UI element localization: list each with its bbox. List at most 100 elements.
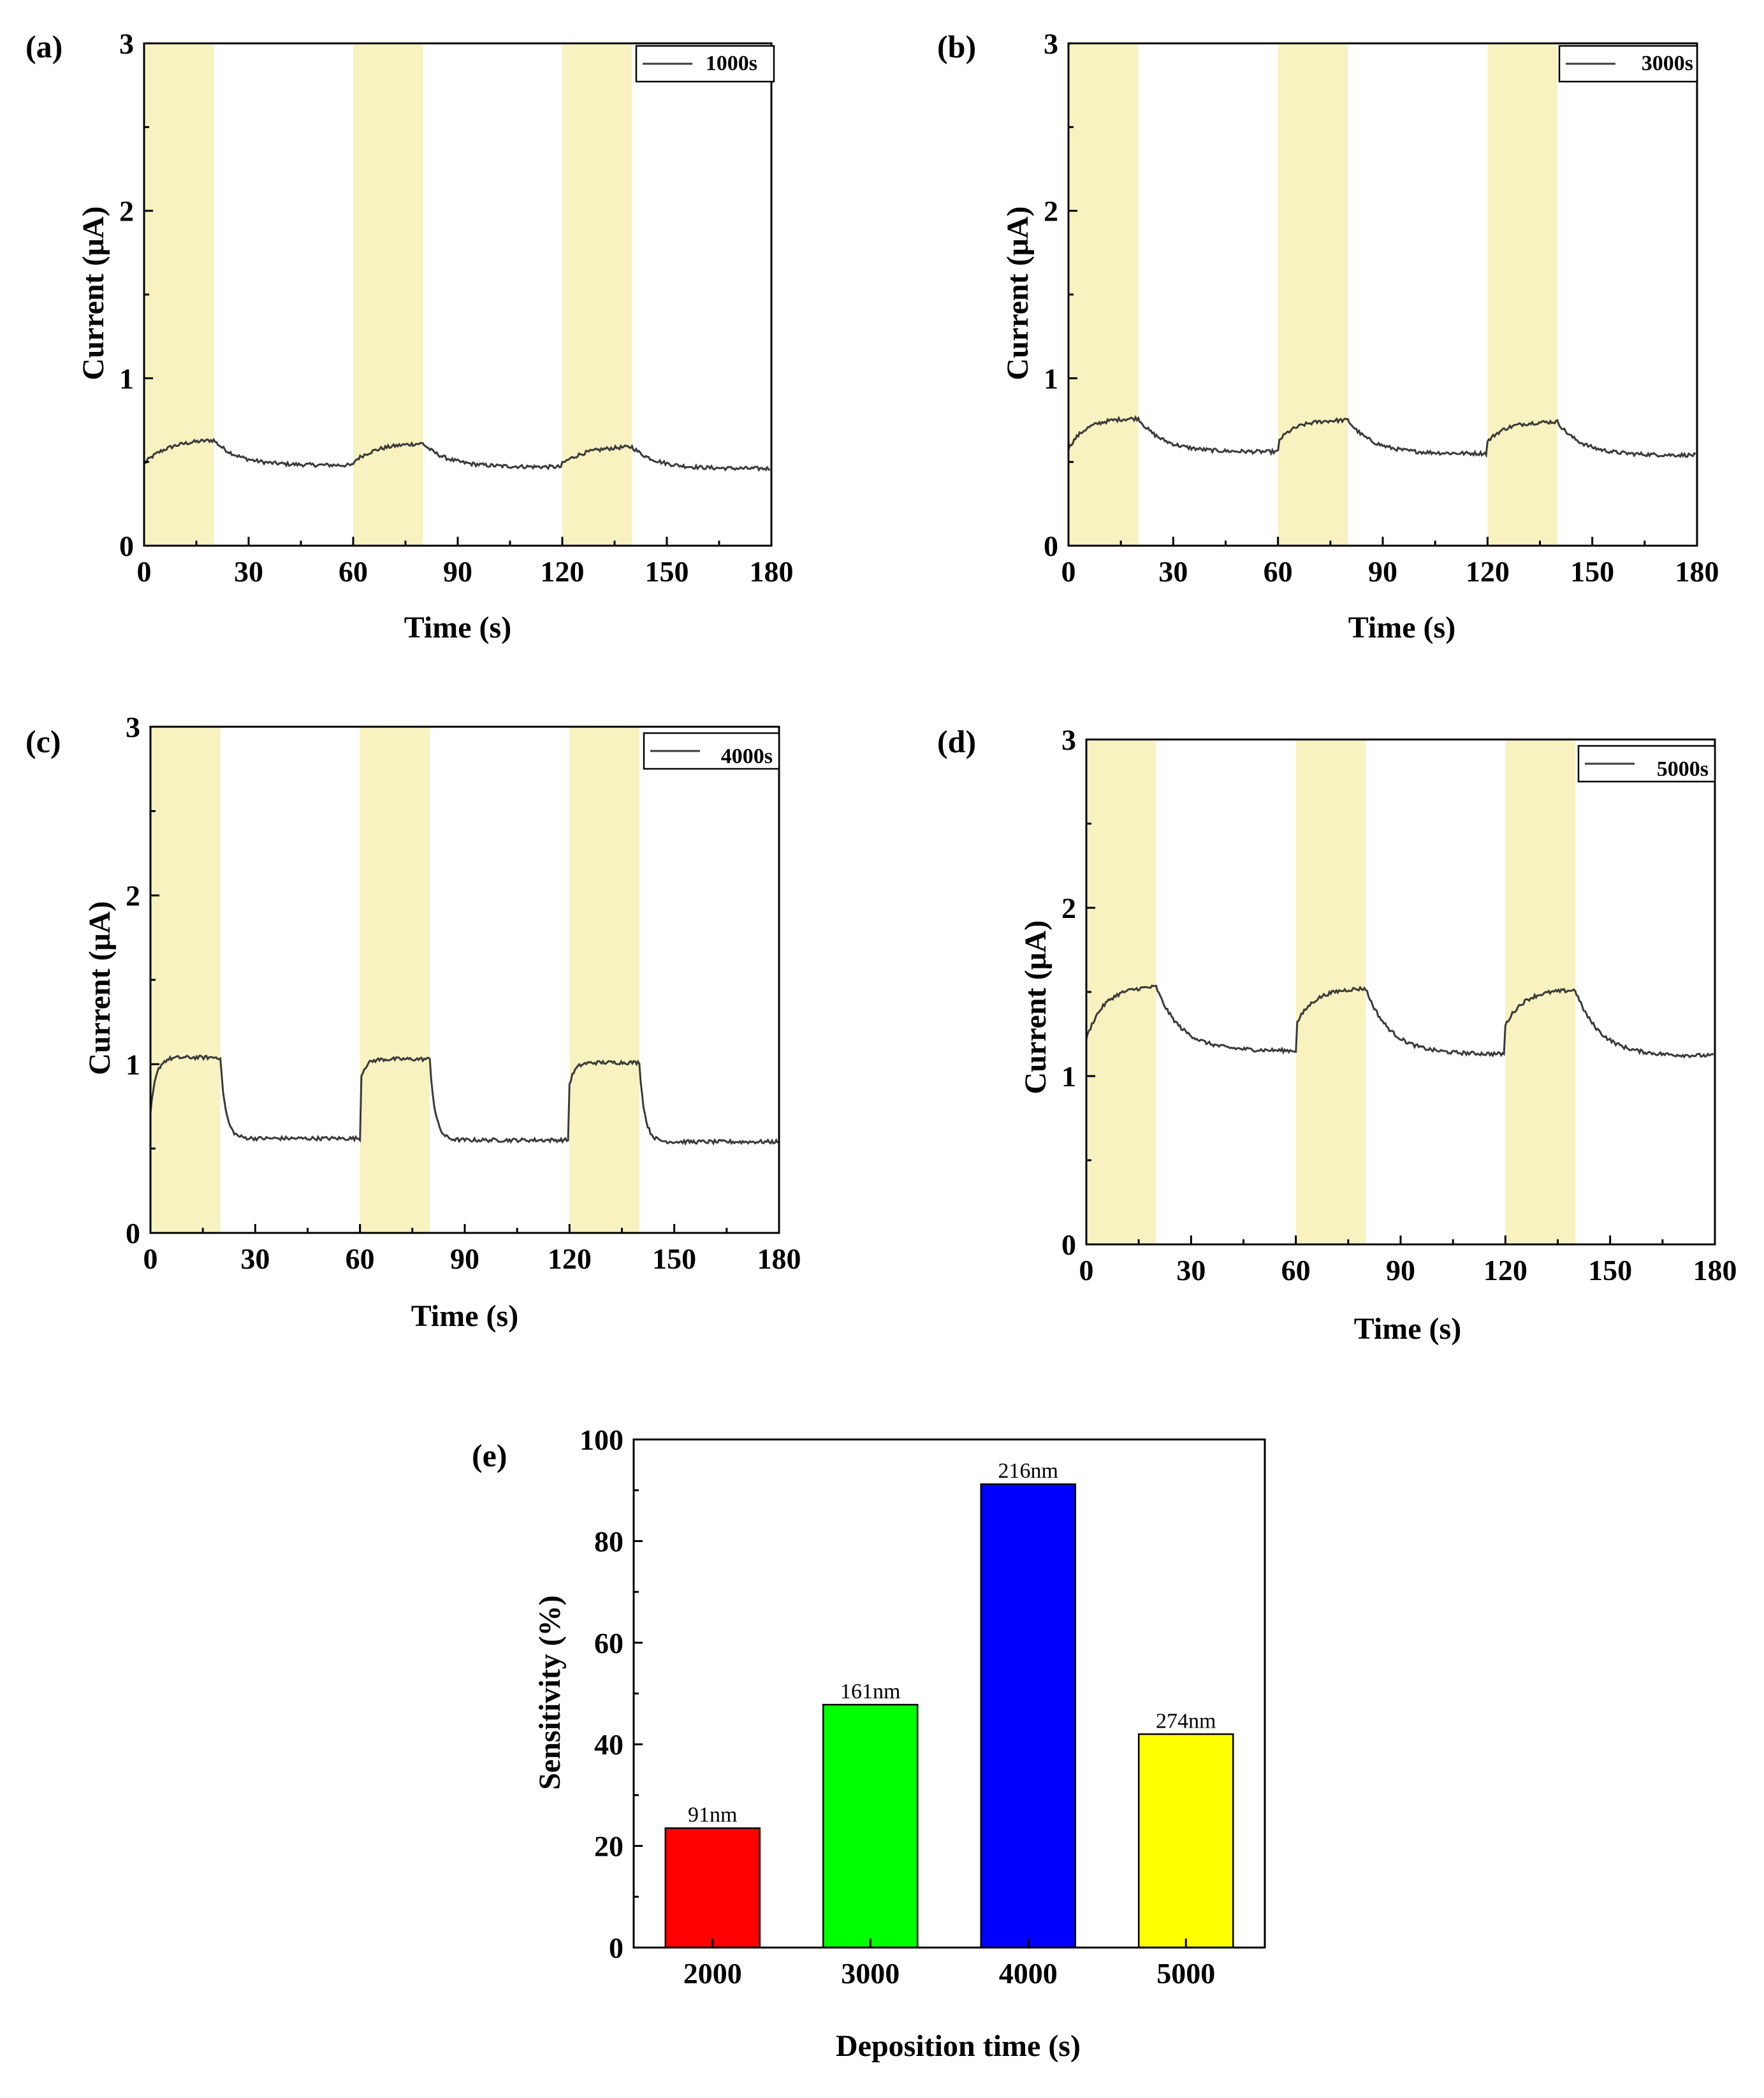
panel-a-light-band-3 bbox=[562, 43, 632, 546]
panel-a-y-axis-title: Current (μA) bbox=[77, 207, 110, 381]
panel-e-bar-label-3000: 161nm bbox=[840, 1680, 900, 1703]
panel-d-x-tick-label-60: 60 bbox=[1281, 1254, 1311, 1286]
panel-c-series-4000s bbox=[149, 1054, 779, 1146]
panel-e-bar-2000 bbox=[664, 1827, 761, 1949]
panel-b-x-tick-label-150: 150 bbox=[1570, 555, 1614, 588]
panel-a-plot: 0 30 60 90 120 150 180 0 1 2 3 bbox=[119, 27, 794, 588]
panel-a-y-tick-label-3: 3 bbox=[119, 27, 134, 60]
panel-c-light-band-2 bbox=[360, 727, 430, 1233]
panel-a-light-band-2 bbox=[353, 43, 423, 546]
panel-e-bar-4000 bbox=[980, 1483, 1076, 1949]
panel-b-label: (b) bbox=[937, 29, 976, 64]
panel-b-x-tick-label-90: 90 bbox=[1368, 555, 1397, 588]
panel-a-x-tick-label-30: 30 bbox=[234, 555, 263, 588]
panel-b-series-3000s bbox=[1067, 415, 1696, 459]
panel-a-x-tick-label-120: 120 bbox=[541, 555, 585, 588]
panel-e-plot: 91nm 2000 161nm 3000 216nm 4000 274nm 5000 0 20 40… bbox=[579, 1424, 1266, 1990]
panel-d-y-tick-label-2: 2 bbox=[1061, 892, 1076, 924]
panel-b-x-tick-label-30: 30 bbox=[1158, 555, 1188, 588]
panel-c-x-tick-label-120: 120 bbox=[548, 1242, 592, 1275]
panel-c-x-axis-title: Time (s) bbox=[411, 1299, 518, 1333]
panel-c-label: (c) bbox=[26, 724, 61, 759]
panel-b-x-axis-title: Time (s) bbox=[1348, 611, 1455, 645]
panel-a-legend-label: 1000s bbox=[706, 52, 757, 75]
panel-d-light-band-3 bbox=[1505, 739, 1575, 1244]
panel-e-x-tick-label-4000: 4000 bbox=[999, 1957, 1058, 1990]
panel-d-x-tick-label-90: 90 bbox=[1386, 1254, 1415, 1286]
panel-c-y-tick-label-2: 2 bbox=[126, 880, 140, 912]
panel-a-label: (a) bbox=[26, 29, 62, 64]
panel-e-x-tick-label-2000: 2000 bbox=[683, 1957, 742, 1990]
panel-d-y-tick-label-3: 3 bbox=[1061, 724, 1076, 756]
panel-c-x-tick-label-90: 90 bbox=[450, 1242, 479, 1275]
panel-a-y-tick-label-2: 2 bbox=[119, 195, 134, 228]
panel-a-x-tick-label-60: 60 bbox=[339, 555, 368, 588]
panel-c-x-tick-label-0: 0 bbox=[143, 1242, 158, 1275]
panel-e-y-axis-title: Sensitivity (%) bbox=[533, 1595, 567, 1789]
panel-b-y-axis-title: Current (μA) bbox=[1001, 207, 1035, 381]
panel-b-y-tick-label-3: 3 bbox=[1044, 27, 1058, 60]
panel-d-x-tick-label-30: 30 bbox=[1176, 1254, 1206, 1286]
panel-b-x-tick-label-0: 0 bbox=[1061, 555, 1076, 588]
panel-d-plot-frame bbox=[1085, 738, 1716, 1246]
panel-d-x-tick-label-180: 180 bbox=[1693, 1254, 1737, 1286]
panel-a-x-tick-label-0: 0 bbox=[137, 555, 152, 588]
panel-b-x-tick-label-60: 60 bbox=[1264, 555, 1293, 588]
panel-a-y-tick-label-0: 0 bbox=[119, 530, 134, 562]
panel-e-label: (e) bbox=[472, 1438, 507, 1473]
panel-e-y-tick-label-100: 100 bbox=[579, 1424, 623, 1456]
panel-d-legend-box bbox=[1577, 745, 1716, 783]
panel-d-x-tick-label-150: 150 bbox=[1588, 1254, 1632, 1286]
panel-d-x-axis-title: Time (s) bbox=[1354, 1312, 1461, 1346]
panel-e-bar-3000 bbox=[822, 1703, 919, 1949]
panel-a-y-tick-label-1: 1 bbox=[119, 362, 134, 395]
panel-c-x-tick-label-180: 180 bbox=[757, 1242, 801, 1275]
panel-c-plot: 0 30 60 90 120 150 180 0 1 2 3 bbox=[126, 711, 801, 1275]
panel-a-x-tick-label-150: 150 bbox=[645, 555, 689, 588]
panel-b-plot: 0 30 60 90 120 150 180 0 1 2 3 bbox=[1044, 27, 1719, 588]
panel-c-y-tick-label-1: 1 bbox=[126, 1048, 140, 1081]
panel-a-plot-frame bbox=[143, 42, 773, 547]
panel-d-x-tick-label-120: 120 bbox=[1483, 1254, 1527, 1286]
panel-c-x-tick-label-150: 150 bbox=[652, 1242, 696, 1275]
panel-d-series-5000s bbox=[1085, 984, 1714, 1059]
panel-e-x-axis-title: Deposition time (s) bbox=[836, 2029, 1081, 2063]
panel-e: (e) 91nm 2000 161nm 3000 216nm 4000 274nm 5000 0… bbox=[472, 1424, 1266, 2063]
panel-d-y-axis-title: Current (μA) bbox=[1019, 921, 1053, 1095]
panel-d-legend-label: 5000s bbox=[1657, 757, 1709, 781]
panel-b-plot-frame bbox=[1067, 42, 1698, 547]
panel-e-bar-label-5000: 274nm bbox=[1156, 1709, 1216, 1733]
panel-d-plot: 0 30 60 90 120 150 180 0 1 2 3 bbox=[1061, 724, 1737, 1286]
panel-c-light-band-3 bbox=[569, 727, 639, 1233]
panel-e-y-tick-label-20: 20 bbox=[594, 1830, 623, 1863]
panel-b-light-band-3 bbox=[1487, 43, 1557, 546]
panel-a-light-band-1 bbox=[144, 43, 214, 546]
panel-b-light-band-2 bbox=[1278, 43, 1348, 546]
panel-b-y-tick-label-2: 2 bbox=[1044, 195, 1058, 228]
panel-a-x-tick-label-180: 180 bbox=[750, 555, 794, 588]
panel-c-y-axis-title: Current (μA) bbox=[83, 901, 117, 1075]
panel-e-y-tick-label-0: 0 bbox=[609, 1932, 623, 1964]
panel-e-y-tick-label-80: 80 bbox=[594, 1525, 623, 1557]
panel-c-y-tick-label-0: 0 bbox=[126, 1217, 140, 1249]
panel-a-x-axis-title: Time (s) bbox=[404, 611, 511, 645]
panel-b-x-tick-label-120: 120 bbox=[1466, 555, 1510, 588]
panel-e-x-tick-label-3000: 3000 bbox=[841, 1957, 900, 1990]
panel-d-y-tick-label-1: 1 bbox=[1061, 1060, 1076, 1093]
panel-b-light-band-1 bbox=[1068, 43, 1139, 546]
panel-c-plot-frame bbox=[149, 725, 780, 1234]
panel-c-x-tick-label-30: 30 bbox=[240, 1242, 270, 1275]
panel-e-bar-label-4000: 216nm bbox=[998, 1459, 1058, 1483]
panel-c-y-tick-label-3: 3 bbox=[126, 711, 140, 743]
panel-a-series-1000s bbox=[143, 437, 771, 472]
panel-c-light-band-1 bbox=[150, 727, 221, 1233]
panel-b-legend-label: 3000s bbox=[1642, 52, 1693, 75]
panel-e-x-tick-label-5000: 5000 bbox=[1156, 1957, 1215, 1990]
panel-e-y-tick-label-40: 40 bbox=[594, 1728, 623, 1761]
panel-e-y-tick-label-60: 60 bbox=[594, 1627, 623, 1659]
panel-b-x-tick-label-180: 180 bbox=[1675, 555, 1719, 588]
